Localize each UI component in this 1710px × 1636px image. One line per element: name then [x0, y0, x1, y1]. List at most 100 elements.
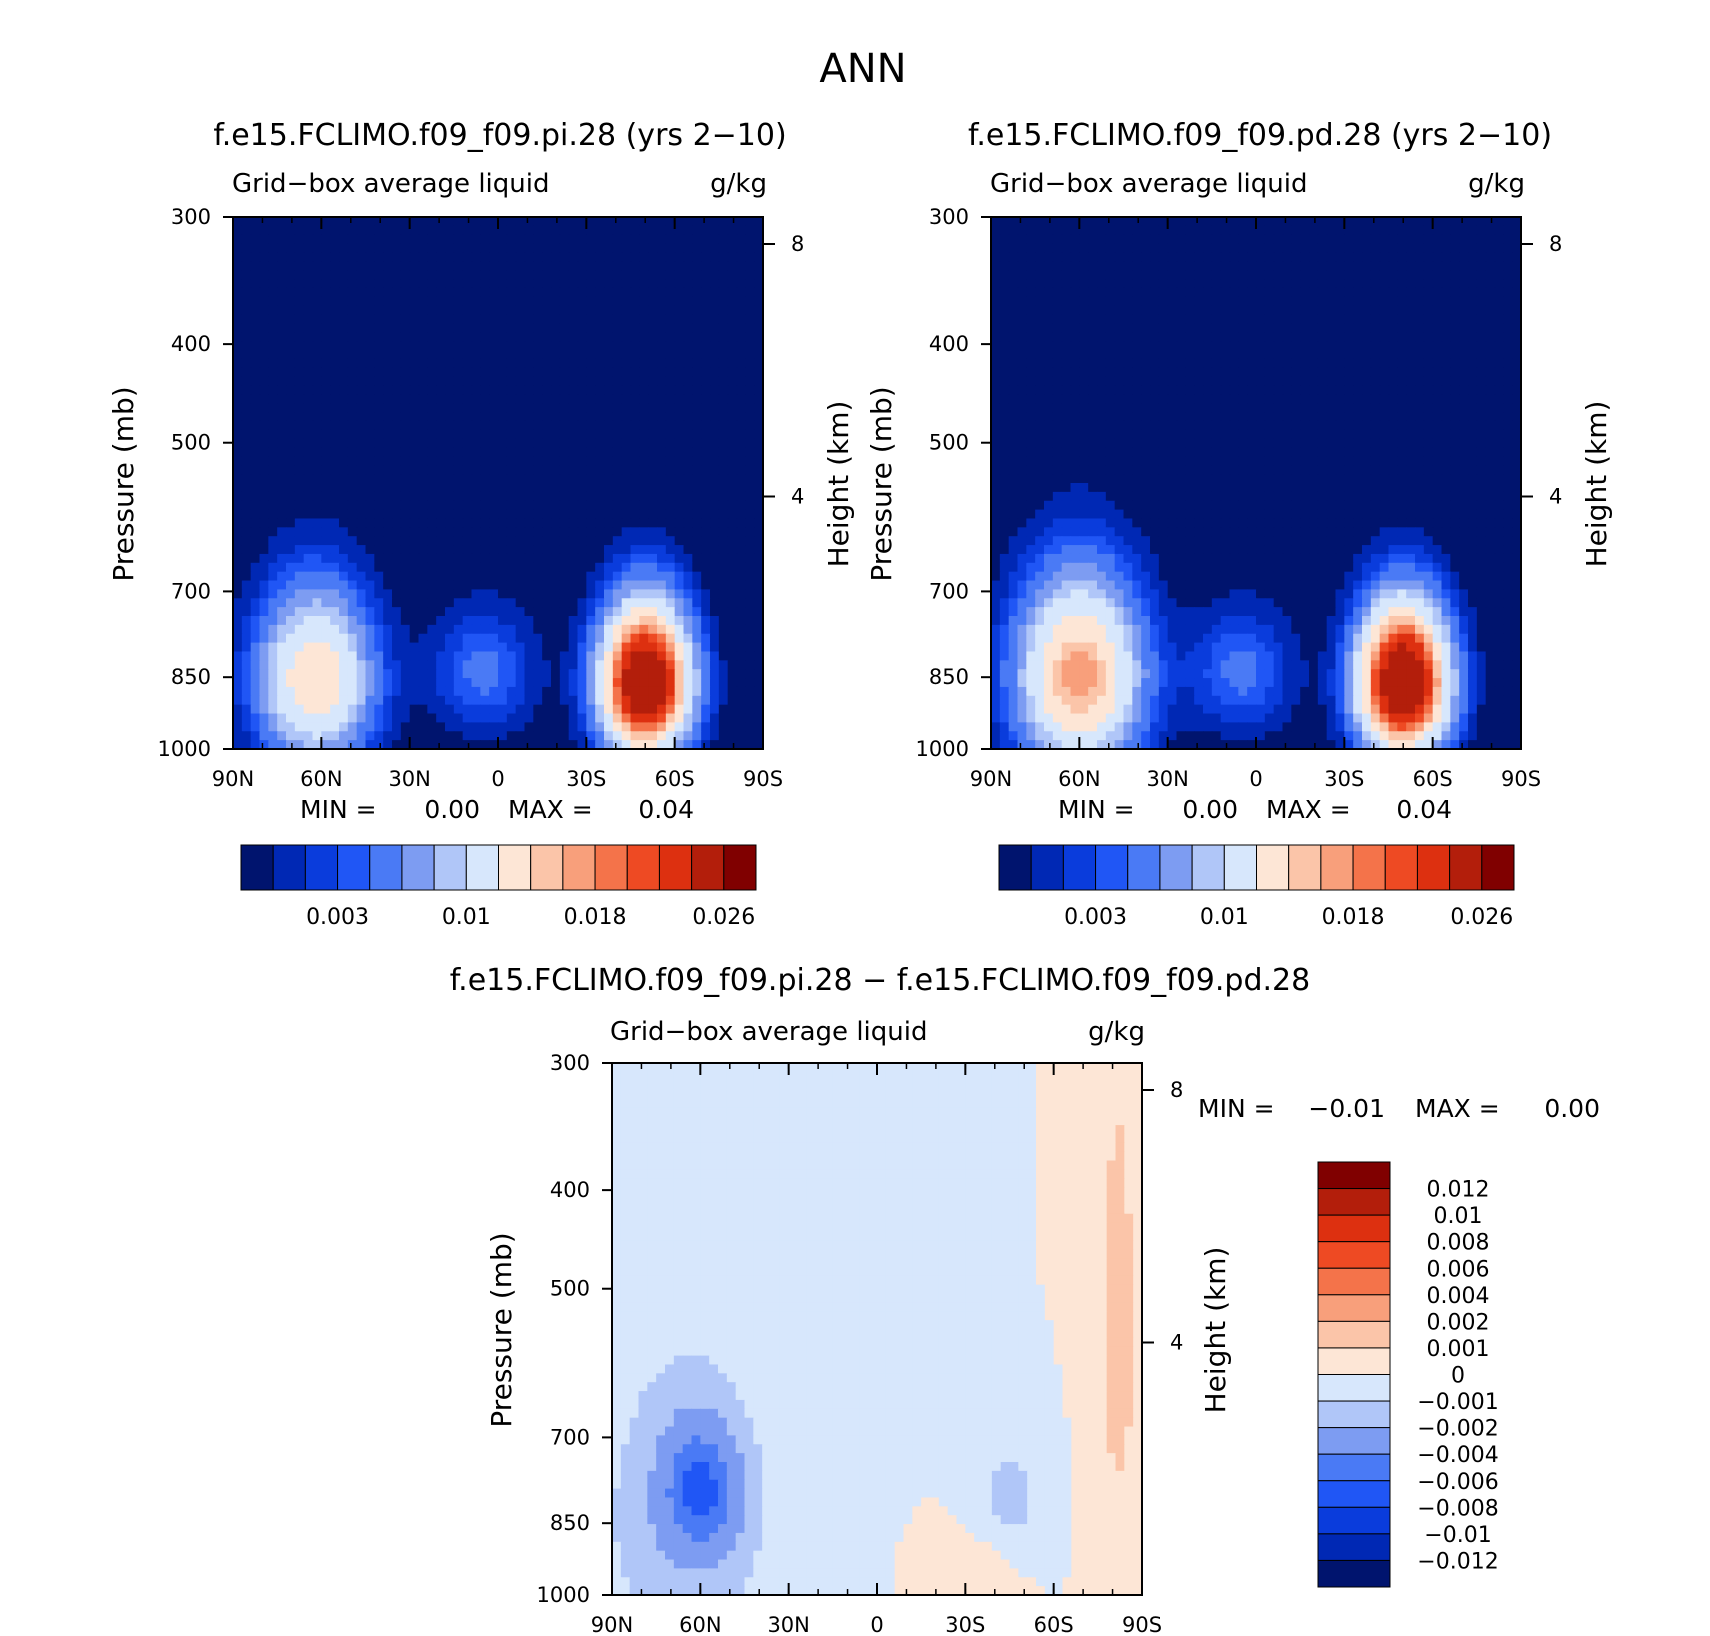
heatmap-cell [727, 483, 738, 493]
heatmap-cell [1415, 279, 1425, 289]
heatmap-cell [506, 571, 517, 582]
heatmap-cell [250, 660, 261, 670]
heatmap-cell [1220, 376, 1231, 387]
heatmap-cell [727, 616, 738, 626]
heatmap-cell [630, 678, 640, 688]
heatmap-cell [1476, 323, 1487, 333]
heatmap-cell [445, 447, 455, 457]
heatmap-cell [639, 740, 649, 749]
heatmap-cell [1114, 270, 1125, 280]
heatmap-cell [1097, 323, 1107, 333]
heatmap-cell [277, 509, 287, 520]
heatmap-cell [1282, 270, 1292, 280]
heatmap-cell [683, 518, 693, 528]
heatmap-cell [506, 624, 517, 635]
heatmap-cell [586, 438, 596, 449]
heatmap-cell [683, 633, 693, 644]
heatmap-cell [312, 500, 322, 511]
heatmap-cell [374, 350, 384, 360]
heatmap-cell [233, 722, 243, 732]
heatmap-cell [259, 545, 269, 555]
heatmap-cell [683, 217, 693, 227]
heatmap-cell [551, 412, 561, 422]
heatmap-cell [657, 704, 667, 715]
heatmap-cell [1088, 332, 1098, 342]
heatmap-cell [1194, 323, 1204, 333]
y-tick-label: 1000 [158, 737, 211, 761]
heatmap-cell [577, 465, 587, 475]
heatmap-cell [392, 394, 402, 404]
heatmap-cell [736, 234, 746, 245]
heatmap-cell [683, 651, 693, 661]
heatmap-cell [533, 394, 543, 404]
heatmap-cell [1150, 270, 1160, 280]
heatmap-cell [339, 412, 349, 422]
heatmap-cell [1105, 367, 1116, 378]
heatmap-cell [259, 234, 269, 245]
heatmap-cell [999, 225, 1010, 236]
heatmap-cell [1123, 385, 1133, 395]
heatmap-cell [1247, 385, 1257, 395]
heatmap-cell [533, 589, 543, 599]
heatmap-cell [427, 509, 437, 520]
heatmap-cell [754, 686, 763, 697]
heatmap-cell [1247, 358, 1257, 369]
heatmap-cell [480, 616, 490, 626]
heatmap-cell [400, 500, 411, 511]
heatmap-cell [701, 678, 711, 688]
heatmap-cell [268, 385, 278, 395]
heatmap-cell [506, 731, 517, 741]
heatmap-cell [754, 225, 763, 236]
heatmap-cell [1044, 323, 1054, 333]
heatmap-cell [1326, 314, 1337, 324]
heatmap-cell [1476, 287, 1487, 298]
heatmap-cell [1291, 270, 1301, 280]
heatmap-cell [1097, 305, 1107, 316]
heatmap-cell [1441, 394, 1451, 404]
heatmap-cell [683, 660, 693, 670]
heatmap-cell [1141, 403, 1151, 413]
stats: MIN = 0.00 MAX = 0.04 [300, 795, 694, 824]
heatmap-cell [383, 420, 393, 431]
heatmap-cell [312, 447, 322, 457]
heatmap-cell [718, 491, 729, 502]
heatmap-cell [648, 474, 658, 484]
heatmap-cell [657, 660, 667, 670]
heatmap-cell [586, 678, 596, 688]
heatmap-cell [577, 536, 587, 546]
heatmap-cell [577, 447, 587, 457]
heatmap-cell [1070, 332, 1080, 342]
heatmap-cell [1132, 385, 1142, 395]
heatmap-cell [1503, 341, 1513, 351]
heatmap-cell [595, 234, 605, 245]
heatmap-cell [533, 491, 543, 502]
heatmap-cell [400, 713, 411, 723]
heatmap-cell [330, 589, 340, 599]
heatmap-cell [1229, 341, 1239, 351]
heatmap-cell [241, 669, 252, 679]
heatmap-cell [701, 651, 711, 661]
heatmap-cell [754, 598, 763, 608]
heatmap-cell [1388, 314, 1398, 324]
heatmap-cell [577, 527, 587, 537]
heatmap-cell [595, 678, 605, 688]
heatmap-cell [427, 518, 437, 528]
heatmap-cell [462, 438, 473, 449]
heatmap-cell [1450, 279, 1460, 289]
heatmap-cell [692, 518, 702, 528]
heatmap-cell [418, 722, 428, 732]
heatmap-cell [1229, 252, 1239, 262]
heatmap-cell [1141, 287, 1151, 298]
heatmap-cell [233, 695, 243, 706]
heatmap-cell [365, 483, 375, 493]
heatmap-cell [241, 660, 252, 670]
heatmap-cell [1406, 323, 1416, 333]
heatmap-cell [648, 385, 658, 395]
heatmap-cell [1406, 305, 1416, 316]
heatmap-cell [674, 403, 685, 413]
heatmap-cell [542, 296, 552, 307]
heatmap-cell [1141, 350, 1151, 360]
heatmap-cell [665, 305, 676, 316]
heatmap-cell [1256, 217, 1266, 227]
heatmap-cell [453, 562, 464, 573]
